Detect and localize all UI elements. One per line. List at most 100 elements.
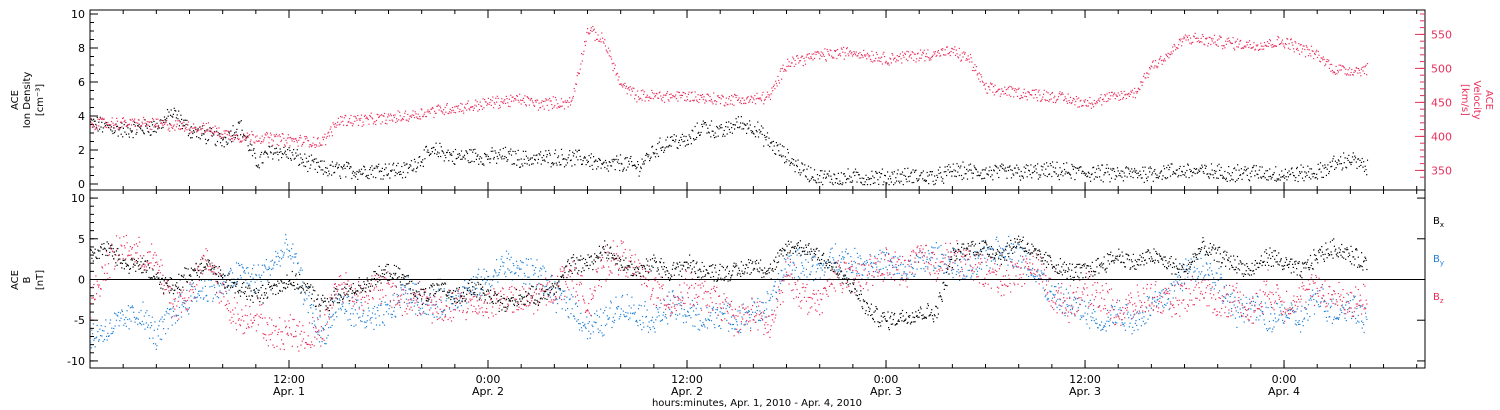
- velocity-point: [978, 72, 980, 74]
- velocity-point: [1179, 40, 1181, 42]
- velocity-point: [1202, 35, 1204, 38]
- velocity-point: [359, 119, 361, 121]
- velocity-point: [1310, 55, 1312, 57]
- velocity-point: [954, 46, 956, 48]
- density-point: [563, 166, 566, 168]
- velocity-point: [828, 53, 830, 55]
- velocity-point: [1287, 47, 1289, 49]
- velocity-point: [1162, 59, 1164, 61]
- velocity-point: [393, 114, 395, 116]
- by-point: [164, 314, 166, 316]
- density-point: [457, 153, 459, 155]
- velocity-point: [948, 53, 950, 55]
- density-point: [880, 173, 882, 175]
- density-point: [995, 165, 997, 167]
- velocity-point: [709, 96, 711, 98]
- by-point: [414, 283, 416, 285]
- by-point: [158, 325, 160, 327]
- velocity-point: [337, 121, 339, 123]
- velocity-point: [1237, 38, 1239, 40]
- velocity-point: [380, 123, 382, 125]
- velocity-point: [1072, 100, 1074, 102]
- density-point: [122, 136, 124, 138]
- by-point: [481, 294, 483, 296]
- by-point: [803, 274, 805, 276]
- by-point: [194, 296, 196, 298]
- density-point: [730, 122, 732, 124]
- density-point: [887, 178, 889, 180]
- velocity-point: [694, 91, 696, 93]
- by-point: [521, 261, 523, 263]
- density-point: [343, 165, 345, 167]
- velocity-point: [112, 122, 114, 124]
- density-point: [128, 133, 130, 135]
- velocity-point: [987, 92, 989, 94]
- by-point: [557, 288, 559, 290]
- velocity-point: [366, 117, 369, 119]
- density-point: [693, 138, 695, 140]
- by-point: [405, 298, 407, 300]
- density-point: [960, 165, 962, 167]
- velocity-point: [471, 106, 473, 108]
- by-point: [574, 318, 576, 320]
- density-point: [1160, 171, 1162, 173]
- density-point: [937, 169, 939, 171]
- velocity-point: [456, 105, 458, 107]
- by-point: [913, 275, 915, 277]
- velocity-point: [207, 122, 210, 124]
- density-point: [981, 178, 983, 180]
- velocity-point: [395, 121, 397, 124]
- density-point: [558, 161, 560, 163]
- by-point: [492, 279, 494, 281]
- by-point: [610, 300, 612, 302]
- density-point: [1119, 175, 1122, 177]
- velocity-point: [94, 129, 96, 131]
- velocity-point: [790, 65, 792, 67]
- density-point: [378, 163, 380, 165]
- by-point: [513, 265, 515, 267]
- by-point: [368, 310, 370, 312]
- x-tick-time: 0:00: [1272, 373, 1297, 386]
- by-point: [606, 323, 608, 325]
- density-point: [432, 147, 434, 149]
- density-point: [708, 132, 710, 134]
- velocity-point: [556, 107, 558, 109]
- by-point: [511, 271, 513, 273]
- density-point: [97, 130, 99, 132]
- density-point: [877, 179, 879, 181]
- density-point: [1025, 167, 1027, 169]
- by-point: [791, 269, 793, 271]
- density-point: [979, 174, 981, 176]
- density-point: [924, 179, 926, 181]
- by-point: [168, 309, 171, 311]
- velocity-tick-label: 450: [1431, 96, 1452, 109]
- by-point: [367, 315, 369, 317]
- density-point: [1069, 174, 1072, 176]
- by-point: [673, 296, 675, 298]
- by-point: [347, 319, 349, 321]
- velocity-point: [737, 99, 739, 102]
- density-point: [1278, 178, 1280, 180]
- density-point: [919, 175, 921, 177]
- density-point: [1249, 172, 1251, 174]
- density-point: [431, 151, 433, 153]
- by-point: [611, 326, 613, 329]
- velocity-point: [311, 144, 313, 147]
- by-point: [552, 302, 554, 304]
- density-point: [92, 126, 94, 128]
- velocity-point: [624, 82, 626, 84]
- by-point: [577, 319, 579, 321]
- density-point: [990, 169, 992, 171]
- by-point: [601, 332, 603, 334]
- velocity-point: [681, 94, 683, 96]
- by-point: [376, 307, 378, 309]
- by-point: [652, 326, 654, 328]
- by-point: [167, 328, 169, 330]
- velocity-point: [1232, 37, 1234, 39]
- by-point: [785, 274, 788, 276]
- density-point: [652, 152, 654, 154]
- by-point: [431, 304, 433, 306]
- density-point: [672, 139, 674, 141]
- density-point: [236, 128, 238, 130]
- by-point: [775, 291, 777, 293]
